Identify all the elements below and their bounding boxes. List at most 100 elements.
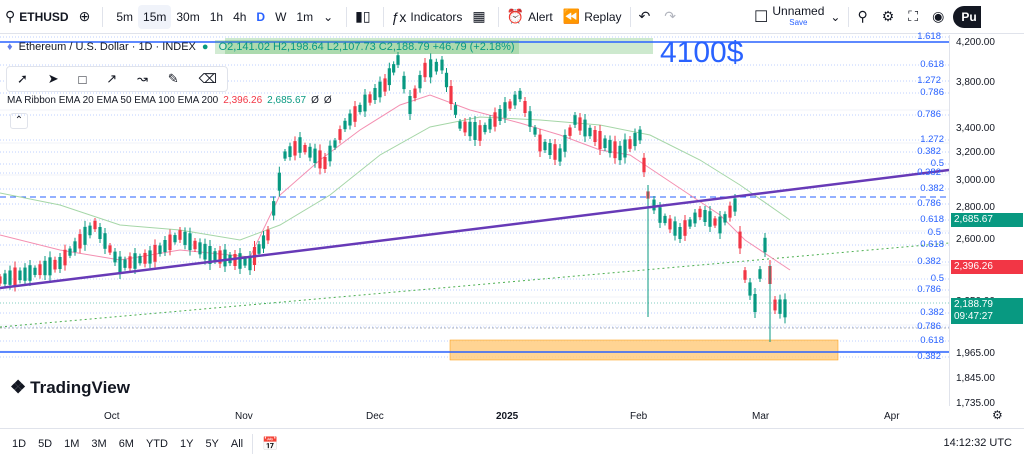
- brush-tool-icon[interactable]: ✎: [167, 71, 179, 86]
- layout-button[interactable]: ☐ Unnamed Save ⌄: [749, 0, 845, 34]
- candle-body: [563, 134, 567, 152]
- divider: [497, 6, 499, 27]
- candle-body: [13, 267, 17, 286]
- settings-button[interactable]: ⚙: [877, 0, 904, 34]
- goto-date-button[interactable]: 📅: [256, 436, 284, 452]
- candle-body: [8, 270, 12, 285]
- quick-search-button[interactable]: ⚲: [852, 0, 876, 34]
- interval-d[interactable]: D: [256, 9, 266, 24]
- candle-body: [383, 78, 387, 92]
- demand-zone-box: [449, 339, 839, 361]
- candle-body: [703, 210, 707, 222]
- interval-4h[interactable]: 4h: [233, 9, 247, 24]
- candle-body: [58, 257, 62, 269]
- candle-body: [483, 124, 487, 133]
- candle-body: [513, 94, 517, 106]
- templates-button[interactable]: ▦: [467, 0, 494, 34]
- range-5d[interactable]: 5D: [38, 438, 53, 450]
- indicators-button[interactable]: ƒx Indicators: [387, 0, 468, 34]
- rectangle-tool-icon[interactable]: □: [78, 71, 87, 87]
- candle-body: [373, 88, 377, 100]
- candle-body: [313, 148, 317, 163]
- search-icon: ⚲: [5, 8, 16, 24]
- interval-1h[interactable]: 1h: [209, 9, 224, 24]
- snapshot-button[interactable]: ◉: [927, 0, 953, 34]
- alert-label: Alert: [528, 9, 553, 24]
- time-label: Feb: [630, 411, 648, 422]
- symbol-search[interactable]: ⚲ ETHUSD: [0, 0, 74, 34]
- range-all[interactable]: All: [230, 438, 244, 450]
- price-chart[interactable]: [0, 35, 949, 406]
- time-axis[interactable]: Oct Nov Dec 2025 Feb Mar Apr: [0, 406, 949, 426]
- candle-body: [493, 112, 497, 127]
- candle-body: [440, 59, 444, 71]
- candle-body: [608, 139, 612, 154]
- price-tag: 2,396.26: [951, 260, 1023, 274]
- tradingview-logo[interactable]: ❖ TradingView: [10, 377, 130, 398]
- range-1d[interactable]: 1D: [12, 438, 27, 450]
- candle-body: [758, 269, 762, 279]
- magnifier-icon: ⚲: [857, 8, 868, 24]
- price-tick: 1,845.00: [956, 373, 995, 384]
- target-note-text[interactable]: 4100$: [660, 36, 744, 69]
- trendline-tool-icon[interactable]: ➚: [16, 71, 28, 86]
- candle-body: [658, 207, 662, 223]
- eraser-tool-icon[interactable]: ⌫: [198, 71, 217, 86]
- utc-clock[interactable]: 14:12:32 UTC: [943, 437, 1012, 449]
- brand-name: TradingView: [30, 377, 130, 397]
- axis-settings-button[interactable]: ⚙: [992, 408, 1003, 422]
- price-axis[interactable]: 4,200.00 3,800.00 3,400.00 3,200.00 3,000.00…: [949, 35, 1024, 409]
- fib-level-label: 0.382: [917, 351, 941, 362]
- candle-body: [298, 137, 302, 153]
- gear-icon: ⚙: [992, 408, 1003, 422]
- undo-button[interactable]: ↶: [634, 0, 660, 34]
- candle-body: [693, 212, 697, 224]
- path-tool-icon[interactable]: ↝: [137, 71, 148, 86]
- fib-level-label: 0.786: [917, 198, 941, 209]
- candle-body: [748, 282, 752, 296]
- layout-name-block: Unnamed Save: [772, 5, 824, 28]
- candle-body: [543, 141, 547, 151]
- chart-grid: [0, 109, 949, 352]
- ribbon-label[interactable]: MA Ribbon EMA 20 EMA 50 EMA 100 EMA 200: [7, 95, 219, 106]
- candle-body: [723, 214, 727, 223]
- chart-type-button[interactable]: ▮▯: [350, 0, 379, 34]
- candle-body: [48, 257, 52, 276]
- range-6m[interactable]: 6M: [118, 438, 134, 450]
- range-3m[interactable]: 3M: [91, 438, 107, 450]
- cursor-tool-icon[interactable]: ➤: [47, 71, 59, 86]
- interval-30m[interactable]: 30m: [176, 9, 200, 24]
- candle-body: [478, 125, 482, 141]
- candle-body: [188, 233, 192, 251]
- interval-1m[interactable]: 1m: [296, 9, 314, 24]
- publish-button[interactable]: Pu: [953, 0, 981, 34]
- range-ytd[interactable]: YTD: [145, 438, 168, 450]
- chart-legend: ♦ Ethereum / U.S. Dollar · 1D · INDEX ● …: [7, 40, 519, 54]
- candle-body: [238, 253, 242, 269]
- fib-level-label: 0.618: [920, 214, 944, 225]
- candle-body: [613, 141, 617, 159]
- layout-square-icon: ☐: [754, 8, 769, 26]
- legend-title[interactable]: Ethereum / U.S. Dollar · 1D · INDEX: [18, 41, 196, 53]
- ethereum-icon: ♦: [7, 41, 13, 53]
- interval-15m[interactable]: 15m: [138, 4, 172, 29]
- interval-w[interactable]: W: [275, 9, 287, 24]
- ray-tool-icon[interactable]: ↗: [106, 71, 118, 86]
- replay-button[interactable]: ⏪ Replay: [558, 0, 627, 34]
- candle-body: [38, 264, 42, 276]
- interval-5m[interactable]: 5m: [116, 9, 134, 24]
- compare-button[interactable]: ⊕: [74, 0, 100, 34]
- range-1y[interactable]: 1Y: [179, 438, 194, 450]
- range-5y[interactable]: 5Y: [205, 438, 219, 450]
- candle-body: [178, 230, 182, 240]
- candle-body: [73, 241, 77, 253]
- candle-body: [387, 68, 391, 86]
- redo-button[interactable]: ↷: [659, 0, 685, 34]
- interval-dropdown[interactable]: ⌄: [318, 5, 338, 29]
- collapse-legend-button[interactable]: ⌃: [10, 113, 28, 129]
- candle-body: [158, 245, 162, 254]
- range-1m[interactable]: 1M: [64, 438, 80, 450]
- indicators-label: Indicators: [410, 9, 463, 24]
- fullscreen-button[interactable]: ⛶: [903, 0, 927, 34]
- alert-button[interactable]: ⏰ Alert: [502, 0, 558, 34]
